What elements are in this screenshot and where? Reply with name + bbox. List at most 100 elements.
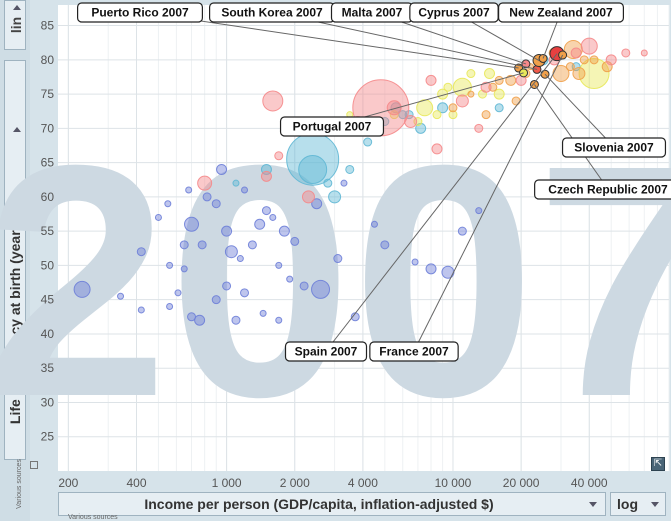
chevron-down-icon[interactable] (589, 502, 597, 507)
bubble-africa[interactable] (311, 279, 331, 299)
chevron-up-icon[interactable] (13, 5, 21, 10)
bubble-africa[interactable] (370, 220, 378, 228)
country-label[interactable]: New Zealand 2007 (498, 2, 625, 23)
bubble-asia[interactable] (363, 137, 373, 147)
bubble-africa[interactable] (299, 281, 309, 291)
bubble-africa[interactable] (154, 213, 162, 221)
country-label[interactable]: South Korea 2007 (209, 2, 336, 23)
bubble-africa[interactable] (475, 207, 483, 215)
bubble-americas[interactable] (578, 58, 610, 90)
bubble-africa[interactable] (240, 288, 250, 298)
bubble-middle_east[interactable] (274, 151, 284, 161)
bubble-africa[interactable] (275, 316, 283, 324)
bubble-europe[interactable] (467, 90, 475, 98)
bubble-africa[interactable] (137, 306, 145, 314)
bubble-africa[interactable] (290, 236, 300, 246)
bubble-middle_east[interactable] (605, 54, 617, 66)
country-label[interactable]: Cyprus 2007 (409, 2, 499, 23)
bubble-africa[interactable] (166, 261, 174, 269)
expand-icon[interactable]: ⇱ (651, 457, 665, 471)
bubble-europe[interactable] (481, 110, 491, 120)
bubble-africa[interactable] (236, 255, 244, 263)
x-axis-selector[interactable]: Income per person (GDP/capita, inflation… (58, 492, 606, 516)
bubble-americas[interactable] (466, 69, 476, 79)
y-scale-selector[interactable]: lin (4, 0, 26, 50)
bubble-africa[interactable] (241, 186, 249, 194)
bubble-asia[interactable] (298, 154, 328, 184)
bubble-africa[interactable] (222, 281, 232, 291)
bubble-americas[interactable] (493, 88, 505, 100)
bubble-africa[interactable] (333, 254, 343, 264)
country-label[interactable]: Malta 2007 (330, 2, 414, 23)
bubble-africa[interactable] (286, 275, 294, 283)
bubble-middle_east[interactable] (570, 47, 582, 59)
bubble-middle_east[interactable] (474, 123, 484, 133)
bubble-africa[interactable] (184, 216, 200, 232)
x-scale-selector[interactable]: log (610, 492, 666, 516)
bubble-americas[interactable] (432, 110, 442, 120)
bubble-africa[interactable] (211, 199, 221, 209)
bubble-asia[interactable] (437, 102, 449, 114)
country-label[interactable]: Czech Republic 2007 (534, 179, 671, 200)
bubble-africa[interactable] (164, 200, 172, 208)
bubble-africa[interactable] (221, 225, 233, 237)
bubble-americas[interactable] (448, 110, 458, 120)
bubble-europe[interactable] (565, 62, 575, 72)
country-label[interactable]: Puerto Rico 2007 (76, 2, 204, 23)
x-axis-label[interactable]: Income per person (GDP/capita, inflation… (144, 496, 494, 512)
bubble-asia[interactable] (328, 190, 342, 204)
bubble-africa[interactable] (179, 240, 189, 250)
bubble-africa[interactable] (441, 265, 455, 279)
bubble-middle_east[interactable] (301, 190, 315, 204)
bubble-middle_east[interactable] (455, 94, 469, 108)
bubble-africa[interactable] (166, 303, 174, 311)
bubble-middle_east[interactable] (425, 74, 437, 86)
bubble-africa[interactable] (73, 280, 91, 298)
bubble-asia[interactable] (232, 179, 240, 187)
bubble-middle_east[interactable] (262, 90, 284, 112)
bubble-middle_east[interactable] (197, 175, 213, 191)
bubble-europe[interactable] (589, 55, 599, 65)
bubble-middle_east[interactable] (404, 115, 418, 128)
bubble-africa[interactable] (380, 240, 390, 250)
bubble-africa[interactable] (311, 198, 323, 210)
bubble-africa[interactable] (278, 225, 290, 237)
bubble-africa[interactable] (117, 292, 125, 300)
country-label[interactable]: France 2007 (369, 341, 459, 362)
bubble-africa[interactable] (194, 314, 206, 326)
bubble-asia[interactable] (345, 164, 355, 174)
bubble-africa[interactable] (202, 192, 212, 202)
bubble-americas[interactable] (443, 82, 453, 92)
bubble-europe[interactable] (511, 96, 521, 106)
bubble-africa[interactable] (275, 261, 283, 269)
bubble-americas[interactable] (484, 68, 496, 80)
grid-icon[interactable] (30, 461, 38, 469)
bubble-africa[interactable] (216, 163, 228, 175)
bubble-middle_east[interactable] (431, 143, 443, 155)
bubble-middle_east[interactable] (580, 37, 598, 55)
bubble-africa[interactable] (231, 315, 241, 325)
x-scale-label[interactable]: log (617, 496, 638, 512)
bubble-middle_east[interactable] (260, 170, 272, 182)
bubble-africa[interactable] (340, 179, 348, 187)
bubble-africa[interactable] (224, 245, 238, 259)
bubble-middle_east[interactable] (480, 81, 492, 93)
country-label[interactable]: Slovenia 2007 (561, 137, 667, 158)
bubble-africa[interactable] (259, 309, 267, 317)
bubble-asia[interactable] (323, 178, 333, 188)
bubble-africa[interactable] (211, 295, 221, 305)
bubble-middle_east[interactable] (386, 100, 402, 116)
bubble-africa[interactable] (269, 213, 277, 221)
bubble-middle_east[interactable] (640, 49, 648, 57)
country-label[interactable]: Spain 2007 (284, 341, 368, 362)
bubble-europe[interactable] (579, 55, 589, 65)
y-axis-selector[interactable]: Life expectancy at birth (years) Various… (4, 60, 26, 509)
bubble-asia[interactable] (494, 103, 504, 113)
bubble-africa[interactable] (247, 240, 257, 250)
bubble-africa[interactable] (174, 289, 182, 297)
country-label[interactable]: Portugal 2007 (279, 116, 385, 137)
bubble-europe[interactable] (572, 67, 586, 81)
bubble-europe[interactable] (448, 103, 458, 113)
bubble-africa[interactable] (425, 263, 437, 275)
bubble-africa[interactable] (254, 218, 266, 230)
